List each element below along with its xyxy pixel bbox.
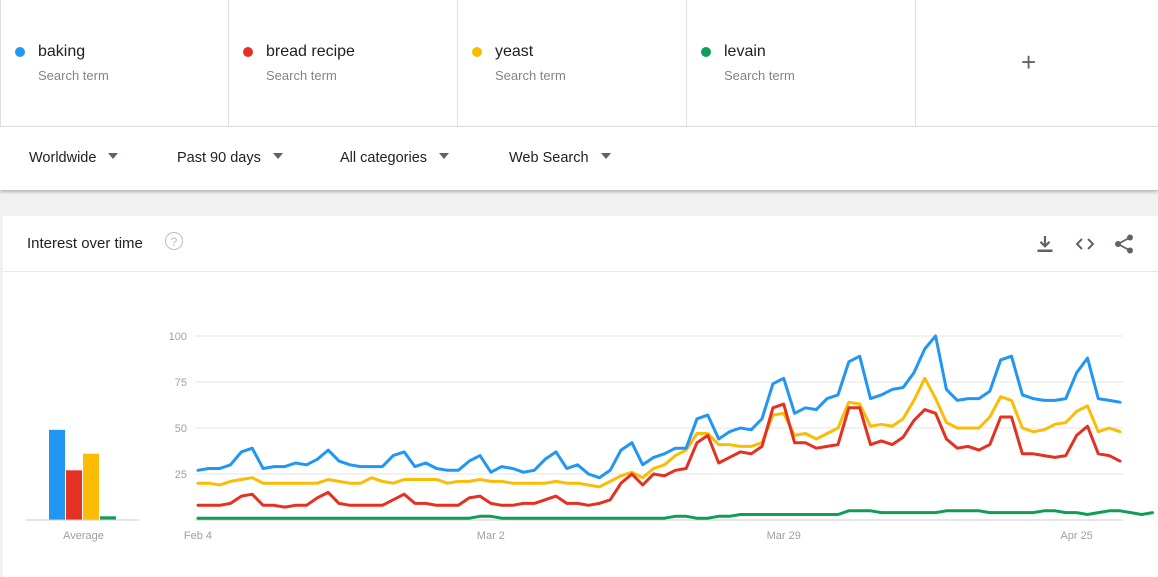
average-bars: Average: [26, 429, 139, 542]
term-type-label: Search term: [266, 68, 337, 83]
embed-glyph: [1075, 238, 1095, 250]
term-type-label: Search term: [724, 68, 795, 83]
time-range-dropdown[interactable]: Past 90 days: [177, 150, 283, 166]
search-terms-bar: baking Search term bread recipe Search t…: [0, 0, 1158, 127]
search-type-dropdown[interactable]: Web Search: [509, 150, 611, 166]
series-line-baking: [196, 334, 1122, 480]
term-card-baking[interactable]: baking Search term: [0, 0, 229, 126]
caret-down-icon: [272, 153, 283, 160]
caret-down-icon: [108, 153, 119, 160]
term-type-label: Search term: [38, 68, 109, 83]
download-glyph: [1037, 236, 1053, 252]
average-bar-baking: [49, 429, 65, 520]
caret-down-icon: [439, 153, 450, 160]
category-dropdown[interactable]: All categories: [340, 150, 450, 166]
x-tick-label: Apr 25: [1060, 530, 1092, 542]
series-line-levain: [196, 509, 1154, 520]
series-color-dot: [701, 47, 711, 57]
series-line-bread-recipe: [196, 402, 1122, 509]
series-color-dot: [472, 47, 482, 57]
help-icon[interactable]: ?: [165, 232, 183, 250]
interest-chart: Average 25 50 75 100 Feb 4 Mar 2 Mar 29 Apr 25: [26, 331, 1154, 542]
y-tick-label: 25: [175, 469, 187, 481]
time-range-label: Past 90 days: [177, 150, 261, 166]
series-color-dot: [15, 47, 25, 57]
x-axis-ticks: Feb 4 Mar 2 Mar 29 Apr 25: [184, 530, 1093, 542]
series-color-dot: [243, 47, 253, 57]
x-tick-label: Mar 29: [767, 530, 801, 542]
add-comparison-button[interactable]: +: [916, 0, 1151, 126]
term-type-label: Search term: [495, 68, 566, 83]
share-glyph: [1115, 234, 1133, 254]
term-name[interactable]: yeast: [495, 43, 534, 60]
x-tick-label: Feb 4: [184, 530, 212, 542]
region-label: Worldwide: [29, 150, 97, 166]
average-label: Average: [63, 530, 104, 542]
term-card-bread-recipe[interactable]: bread recipe Search term: [229, 0, 458, 126]
search-type-label: Web Search: [509, 150, 589, 166]
plus-icon[interactable]: +: [1021, 47, 1037, 77]
y-tick-label: 100: [169, 331, 187, 343]
term-name[interactable]: levain: [724, 43, 766, 60]
term-card-yeast[interactable]: yeast Search term: [458, 0, 687, 126]
filter-bar: Worldwide Past 90 days All categories We…: [0, 127, 1158, 190]
share-icon[interactable]: [1113, 233, 1135, 255]
region-dropdown[interactable]: Worldwide: [29, 150, 119, 166]
term-card-levain[interactable]: levain Search term: [687, 0, 916, 126]
card-divider: [3, 271, 1158, 272]
interest-over-time-card: Interest over time ? Average 25 50 75 100 F…: [3, 216, 1158, 577]
average-bar-levain: [100, 516, 116, 520]
card-title: Interest over time: [27, 235, 143, 252]
download-icon[interactable]: [1034, 233, 1056, 255]
caret-down-icon: [600, 153, 611, 160]
average-bar-bread-recipe: [66, 470, 82, 520]
y-tick-label: 50: [175, 423, 187, 435]
term-name[interactable]: baking: [38, 43, 86, 60]
average-bar-yeast: [83, 453, 99, 520]
x-tick-label: Mar 2: [477, 530, 505, 542]
chart-lines: [196, 334, 1154, 520]
category-label: All categories: [340, 150, 428, 166]
embed-code-icon[interactable]: [1074, 233, 1096, 255]
series-line-yeast: [196, 376, 1122, 489]
y-tick-label: 75: [175, 377, 187, 389]
term-name[interactable]: bread recipe: [266, 43, 355, 60]
